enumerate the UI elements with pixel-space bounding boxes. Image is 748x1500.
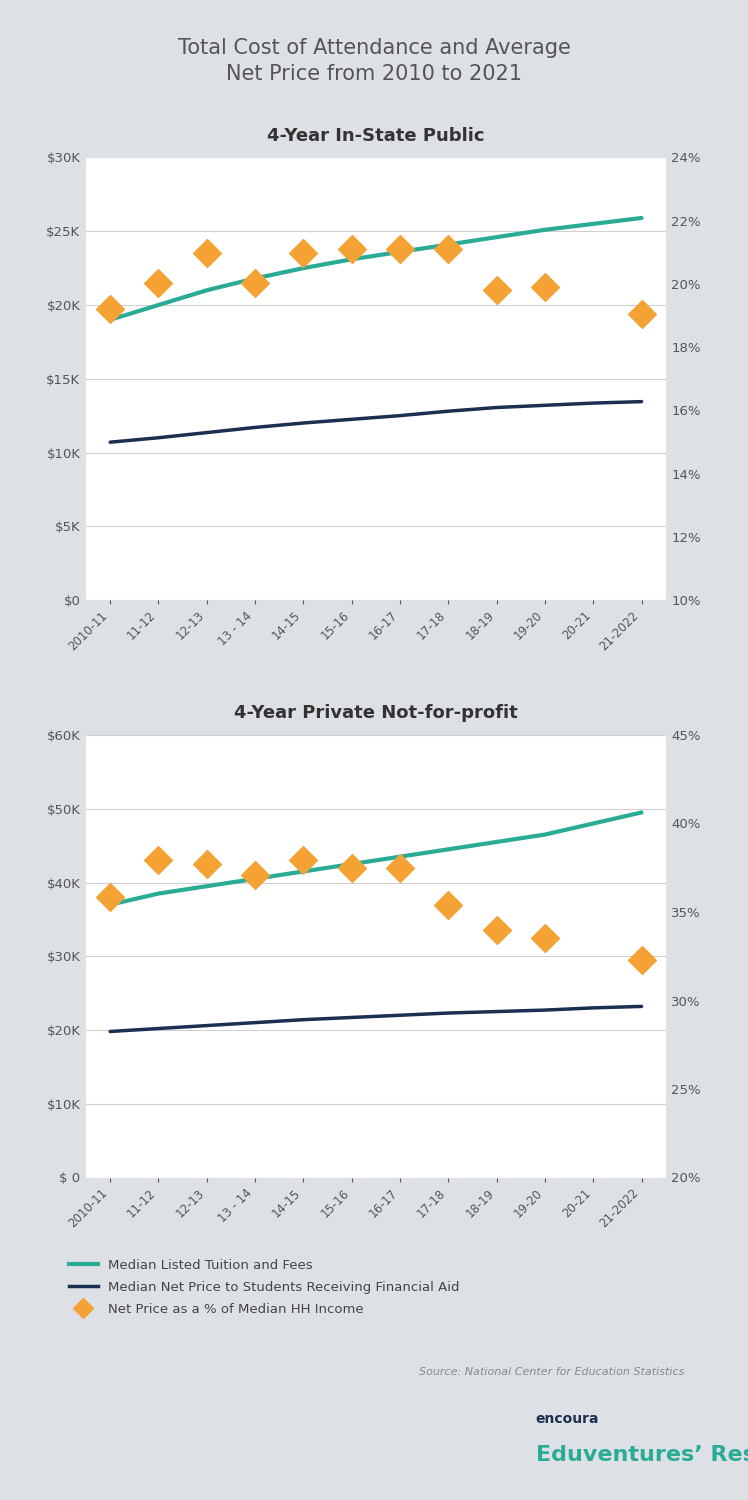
Point	[539, 276, 551, 300]
Point	[539, 926, 551, 950]
Point	[298, 242, 310, 266]
Title: 4-Year Private Not-for-profit: 4-Year Private Not-for-profit	[234, 705, 518, 723]
Point	[491, 918, 503, 942]
Point	[249, 272, 261, 296]
Point	[346, 237, 358, 261]
Point	[298, 849, 310, 873]
Point	[442, 892, 454, 916]
Title: 4-Year In-State Public: 4-Year In-State Public	[267, 128, 485, 146]
Point	[153, 272, 165, 296]
Point	[442, 237, 454, 261]
Point	[249, 862, 261, 886]
Point	[200, 852, 212, 876]
Text: Eduventures’ Research: Eduventures’ Research	[536, 1444, 748, 1466]
Text: Source: National Center for Education Statistics: Source: National Center for Education St…	[419, 1366, 684, 1377]
Legend: Median Listed Tuition and Fees, Median Net Price to Students Receiving Financial: Median Listed Tuition and Fees, Median N…	[65, 1254, 464, 1320]
Point	[636, 948, 648, 972]
Point	[394, 237, 406, 261]
Text: encoura: encoura	[536, 1412, 599, 1426]
Point	[200, 242, 212, 266]
Point	[346, 855, 358, 879]
Point	[104, 885, 116, 909]
Point	[636, 302, 648, 326]
Point	[104, 297, 116, 321]
Point	[394, 855, 406, 879]
Text: Total Cost of Attendance and Average
Net Price from 2010 to 2021: Total Cost of Attendance and Average Net…	[177, 38, 571, 84]
Point	[153, 849, 165, 873]
Point	[491, 279, 503, 303]
